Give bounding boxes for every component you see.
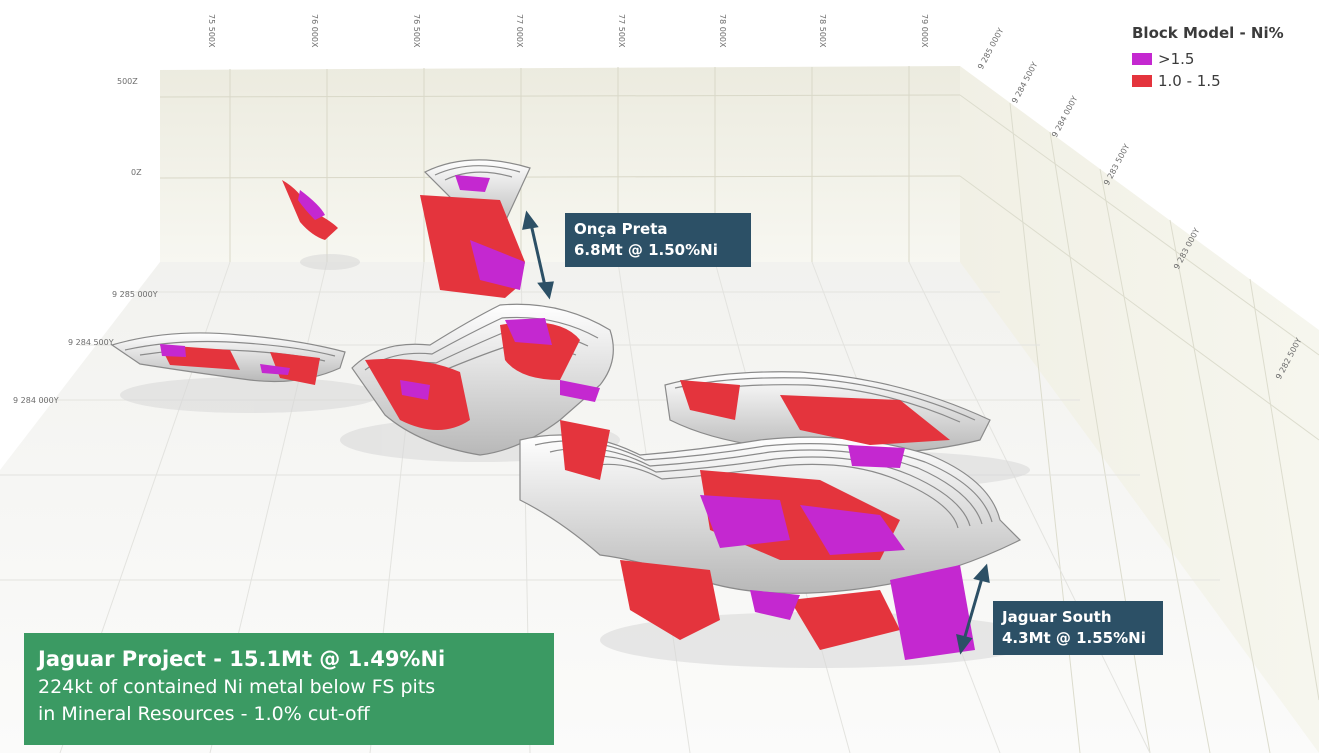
z-tick-500: 500Z: [117, 77, 138, 86]
x-tick-1: 75 500X: [207, 14, 216, 48]
legend-swatch-mid-grade: [1132, 75, 1152, 87]
onca-preta-name: Onça Preta: [574, 220, 668, 238]
x-tick-6: 78 000X: [718, 14, 727, 48]
x-tick-2: 76 000X: [310, 14, 319, 48]
x-tick-5: 77 500X: [617, 14, 626, 48]
jaguar-south-name: Jaguar South: [1002, 608, 1112, 626]
legend-label-high-grade: >1.5: [1158, 50, 1195, 68]
y-left-tick-3: 9 284 000Y: [13, 396, 59, 405]
summary-line-2: in Mineral Resources - 1.0% cut-off: [38, 703, 370, 725]
x-tick-8: 79 000X: [920, 14, 929, 48]
onca-preta-callout: Onça Preta 6.8Mt @ 1.50%Ni: [565, 213, 751, 267]
x-tick-7: 78 500X: [818, 14, 827, 48]
jaguar-south-resource: 4.3Mt @ 1.55%Ni: [1002, 629, 1146, 647]
ore-blocks-high-grade: [160, 175, 975, 660]
back-wall-grid: [159, 66, 961, 262]
y-left-tick-1: 9 285 000Y: [112, 290, 158, 299]
legend-title: Block Model - Ni%: [1132, 24, 1284, 42]
legend-label-mid-grade: 1.0 - 1.5: [1158, 72, 1221, 90]
x-tick-4: 77 000X: [515, 14, 524, 48]
summary-line-1: 224kt of contained Ni metal below FS pit…: [38, 676, 436, 698]
jaguar-south-callout: Jaguar South 4.3Mt @ 1.55%Ni: [993, 601, 1163, 655]
y-left-tick-2: 9 284 500Y: [68, 338, 114, 347]
summary-title: Jaguar Project - 15.1Mt @ 1.49%Ni: [38, 647, 446, 671]
grade-legend: Block Model - Ni% >1.5 1.0 - 1.5: [1132, 24, 1312, 92]
z-tick-0: 0Z: [131, 168, 142, 177]
onca-preta-extent-arrow: [522, 210, 554, 300]
legend-swatch-high-grade: [1132, 53, 1152, 65]
onca-preta-resource: 6.8Mt @ 1.50%Ni: [574, 241, 718, 259]
legend-item-mid-grade: 1.0 - 1.5: [1132, 70, 1312, 92]
jaguar-south-extent-arrow: [956, 563, 990, 655]
project-summary-box: Jaguar Project - 15.1Mt @ 1.49%Ni 224kt …: [24, 633, 554, 745]
x-tick-3: 76 500X: [412, 14, 421, 48]
legend-item-high-grade: >1.5: [1132, 48, 1312, 70]
back-wall: [160, 66, 960, 262]
